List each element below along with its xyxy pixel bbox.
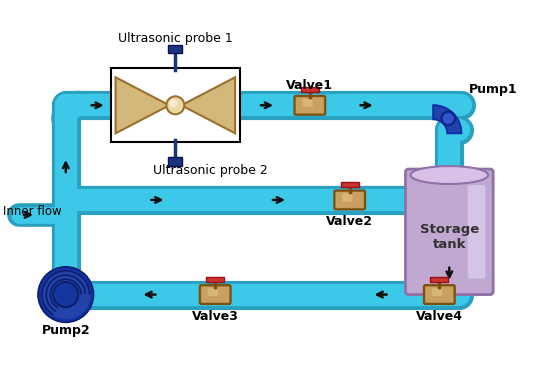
Circle shape (40, 269, 91, 320)
Text: Pump2: Pump2 (41, 324, 90, 337)
FancyBboxPatch shape (208, 288, 218, 296)
Polygon shape (433, 105, 461, 133)
Bar (341, 182, 358, 187)
Circle shape (38, 267, 94, 323)
FancyBboxPatch shape (425, 287, 453, 302)
Text: Pump1: Pump1 (469, 83, 517, 96)
FancyBboxPatch shape (294, 96, 325, 115)
Text: Storage
tank: Storage tank (419, 223, 479, 251)
Text: Ultrasonic probe 1: Ultrasonic probe 1 (118, 32, 233, 45)
Bar (301, 87, 319, 92)
FancyBboxPatch shape (424, 285, 455, 304)
Text: Ultrasonic probe 2: Ultrasonic probe 2 (153, 164, 268, 177)
Bar (111, 68, 240, 142)
FancyBboxPatch shape (342, 193, 353, 201)
Polygon shape (116, 77, 170, 133)
Bar (169, 44, 182, 54)
Text: Valve4: Valve4 (416, 310, 463, 323)
Circle shape (442, 112, 454, 124)
Bar (169, 157, 182, 166)
FancyBboxPatch shape (200, 285, 231, 304)
Ellipse shape (410, 166, 488, 184)
Polygon shape (433, 105, 461, 133)
FancyBboxPatch shape (302, 99, 312, 107)
Bar (206, 277, 224, 281)
Polygon shape (181, 77, 235, 133)
Text: Valve3: Valve3 (192, 310, 239, 323)
Text: Valve1: Valve1 (286, 79, 333, 92)
FancyBboxPatch shape (406, 169, 493, 295)
Circle shape (441, 112, 455, 126)
FancyBboxPatch shape (336, 192, 364, 208)
FancyBboxPatch shape (468, 185, 485, 279)
FancyBboxPatch shape (296, 97, 324, 113)
FancyBboxPatch shape (432, 288, 442, 296)
FancyBboxPatch shape (334, 190, 365, 210)
FancyBboxPatch shape (201, 287, 229, 302)
Text: Inner flow: Inner flow (3, 206, 62, 218)
Circle shape (166, 96, 185, 114)
Circle shape (170, 99, 177, 107)
Bar (430, 277, 448, 281)
Text: Valve2: Valve2 (326, 215, 373, 228)
Circle shape (53, 282, 78, 307)
